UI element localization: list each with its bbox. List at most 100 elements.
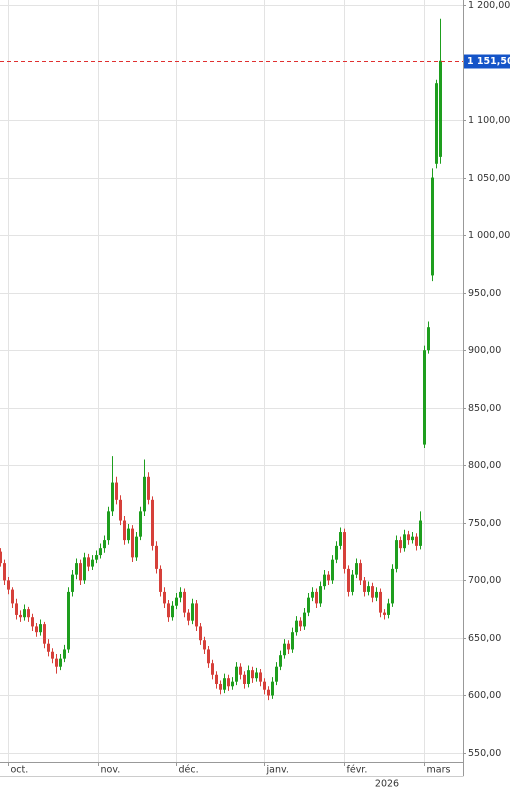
candle-body xyxy=(387,603,390,615)
candle-body xyxy=(267,689,270,696)
candle-body xyxy=(0,551,2,564)
candle-body xyxy=(227,678,230,687)
x-tick-label: mars xyxy=(427,765,451,776)
candle-body xyxy=(23,609,26,618)
candle-body xyxy=(199,626,202,641)
grid xyxy=(0,0,463,762)
candle-body xyxy=(203,640,206,650)
candle-body xyxy=(3,563,6,581)
candle-body xyxy=(315,591,318,604)
y-tick-label: 700,00 xyxy=(468,575,501,586)
candle-body xyxy=(75,563,78,575)
candle-body xyxy=(331,559,334,581)
candle-body xyxy=(211,663,214,675)
candle-body xyxy=(439,60,442,157)
candle-body xyxy=(135,536,138,558)
candle-body xyxy=(323,574,326,587)
candle-body xyxy=(99,548,102,556)
y-tick-label: 1 000,00 xyxy=(468,230,510,241)
candle-body xyxy=(435,83,438,164)
candle-body xyxy=(291,632,294,650)
candle-body xyxy=(359,563,362,581)
candle-body xyxy=(155,545,158,569)
candle-body xyxy=(219,683,222,690)
candle-body xyxy=(399,540,402,549)
candle-body xyxy=(223,678,226,690)
candle-body xyxy=(179,591,182,598)
candle-body xyxy=(371,586,374,598)
year-label: 2026 xyxy=(375,779,399,790)
y-tick-label: 950,00 xyxy=(468,288,501,299)
candle-body xyxy=(363,580,366,592)
candle-body xyxy=(295,620,298,633)
candle-body xyxy=(139,511,142,537)
candle-body xyxy=(71,574,74,592)
x-tick-label: févr. xyxy=(347,765,368,776)
candle-body xyxy=(7,580,10,590)
candle-body xyxy=(35,626,38,633)
last-price-label: 1 151,50 xyxy=(467,56,511,67)
candle-body xyxy=(95,555,98,560)
candle-body xyxy=(419,520,422,546)
candle-body xyxy=(27,609,30,618)
candle-body xyxy=(19,614,22,618)
candle-body xyxy=(303,612,306,627)
y-tick-label: 850,00 xyxy=(468,403,501,414)
candle-body xyxy=(335,545,338,560)
candle-body xyxy=(87,557,90,567)
candle-body xyxy=(243,674,246,684)
candle-body xyxy=(143,476,146,512)
y-tick-label: 600,00 xyxy=(468,690,501,701)
candle-body xyxy=(183,591,186,613)
candle-body xyxy=(11,589,14,604)
y-tick-label: 1 200,00 xyxy=(468,0,510,11)
candle-body xyxy=(151,499,154,546)
candle-body xyxy=(287,643,290,650)
candle-body xyxy=(175,597,178,606)
candle-body xyxy=(231,681,234,687)
candle-body xyxy=(283,643,286,656)
y-tick-label: 1 050,00 xyxy=(468,173,510,184)
candles xyxy=(0,18,442,701)
candle-body xyxy=(15,603,18,615)
candle-body xyxy=(311,591,314,598)
y-tick-label: 550,00 xyxy=(468,748,501,759)
candle-body xyxy=(103,540,106,549)
candle-body xyxy=(55,658,58,667)
candle-body xyxy=(279,655,282,667)
candle-body xyxy=(191,603,194,621)
candle-body xyxy=(411,536,414,541)
candle-body xyxy=(235,666,238,682)
candle-body xyxy=(79,563,82,581)
candle-body xyxy=(415,536,418,546)
candle-body xyxy=(367,586,370,592)
candle-body xyxy=(343,532,346,569)
x-tick-label: nov. xyxy=(101,765,121,776)
candle-body xyxy=(307,597,310,613)
candle-body xyxy=(379,591,382,613)
candle-body xyxy=(195,603,198,627)
candle-body xyxy=(339,532,342,546)
candle-body xyxy=(167,603,170,618)
candle-body xyxy=(67,591,70,650)
candle-body xyxy=(255,672,258,679)
candle-body xyxy=(275,666,278,682)
candle-body xyxy=(247,670,250,684)
candle-body xyxy=(383,612,386,615)
candle-body xyxy=(123,520,126,541)
candle-body xyxy=(347,568,350,592)
x-tick-label: janv. xyxy=(266,765,289,776)
candle-body xyxy=(355,563,358,575)
candle-body xyxy=(251,670,254,679)
candle-body xyxy=(115,482,118,500)
x-tick-label: oct. xyxy=(11,765,29,776)
candle-body xyxy=(107,511,110,541)
candle-body xyxy=(127,528,130,541)
candle-body xyxy=(171,605,174,618)
y-tick-label: 900,00 xyxy=(468,345,501,356)
candle-body xyxy=(319,586,322,604)
candle-body xyxy=(391,568,394,604)
candle-body xyxy=(119,499,122,521)
candle-body xyxy=(111,482,114,512)
candle-body xyxy=(91,559,94,567)
